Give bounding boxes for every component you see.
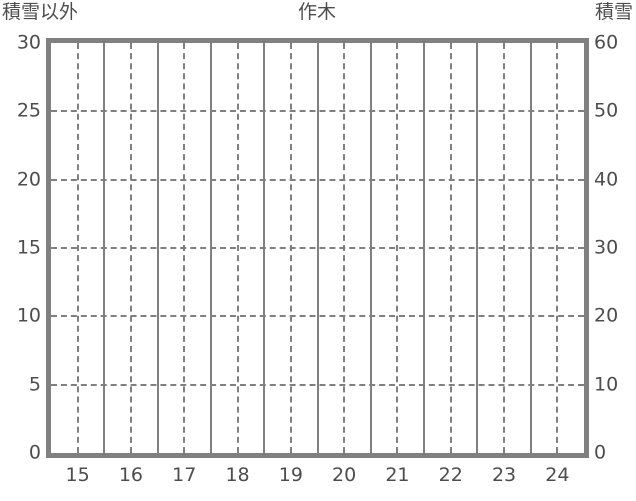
chart-title-text: 作木	[297, 1, 336, 23]
y-right-tick-label: 50	[594, 99, 619, 122]
y-right-tick-label: 30	[594, 236, 619, 259]
y-right-tick-label: 10	[594, 373, 619, 396]
x-tick-label: 15	[65, 464, 90, 486]
y-left-tick-label: 15	[16, 236, 41, 259]
x-tick-label: 17	[172, 464, 197, 486]
y-right-tick-label: 0	[594, 441, 607, 464]
horizontal-gridline	[51, 178, 584, 181]
x-tick-label: 22	[438, 464, 463, 486]
y-right-tick-label: 40	[594, 168, 619, 191]
y-left-tick-label: 25	[16, 99, 41, 122]
plot-area	[46, 38, 589, 458]
x-tick-label: 18	[225, 464, 250, 486]
plot-gridlines	[51, 43, 584, 453]
y-left-tick-label: 30	[16, 31, 41, 54]
x-tick-label: 23	[491, 464, 517, 486]
x-tick-label: 19	[278, 464, 303, 486]
horizontal-gridline	[51, 383, 584, 386]
x-tick-label: 20	[332, 464, 357, 486]
y-right-tick-label: 60	[594, 31, 619, 54]
horizontal-gridline	[51, 110, 584, 113]
chart-title: 作木	[0, 1, 636, 23]
x-tick-labels: 15 16 17 18 19 20 21 22 23 24	[0, 466, 636, 492]
left-axis-title: 積雪以外	[2, 1, 79, 23]
horizontal-gridline	[51, 247, 584, 249]
y-left-tick-label: 10	[16, 304, 41, 327]
x-tick-label: 16	[118, 464, 144, 486]
x-tick-label: 21	[385, 464, 410, 486]
y-left-tick-label: 20	[16, 168, 41, 191]
y-left-tick-label: 5	[28, 373, 41, 396]
y-left-tick-label: 0	[28, 441, 41, 464]
x-tick-label: 24	[545, 464, 570, 486]
y-right-tick-label: 20	[594, 304, 619, 327]
horizontal-gridline	[51, 315, 584, 318]
right-axis-title: 積雪	[594, 1, 633, 23]
